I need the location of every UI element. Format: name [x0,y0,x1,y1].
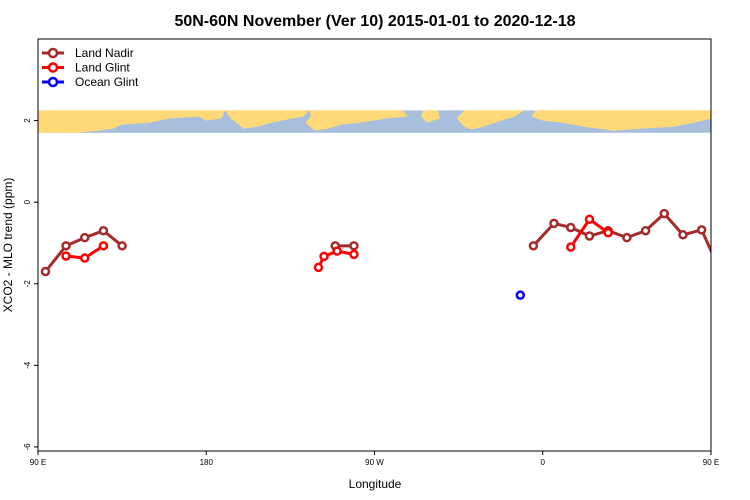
data-point [622,232,632,243]
legend-marker [47,76,59,88]
data-point [696,225,707,235]
x-tick-label: 0 [541,458,546,467]
map-land [456,110,525,130]
x-tick-label: 90 W [365,458,384,467]
map-land [730,110,750,132]
data-point [349,249,359,260]
legend-item: Land Nadir [42,46,134,60]
data-point [717,268,724,275]
y-tick-label: 0 [23,199,32,204]
data-point [349,241,359,251]
x-tick-label: 90 E [30,458,46,467]
map-land [224,110,310,129]
legend-marker [47,62,59,73]
data-point [566,242,576,252]
data-point [549,218,559,229]
x-tick-label: 180 [200,458,214,467]
x-tick-label: 90 E [703,458,719,467]
data-point [79,232,90,243]
y-tick-label: -2 [23,280,32,288]
data-point [117,241,127,251]
map-land [531,110,711,131]
map-land [421,110,440,123]
legend-label: Land Nadir [75,46,134,60]
legend-label: Ocean Glint [75,75,139,89]
data-point [603,228,613,238]
data-point [332,246,342,256]
series-line [532,211,711,255]
legend-label: Land Glint [75,61,130,75]
data-point [40,266,51,277]
data-point [736,242,743,249]
data-point [528,241,539,251]
plot-frame [37,38,712,452]
data-point [319,251,329,262]
y-tick-label: -4 [23,361,32,369]
data-point [584,231,595,241]
data-point [584,214,595,225]
legend-item: Land Glint [42,61,130,75]
series-land-glint [61,214,750,273]
y-tick-label: 2 [23,118,32,123]
x-axis: 90 E 180 90 W 0 90 E [30,451,719,467]
data-point [659,208,670,219]
y-axis: -6 -4 -2 0 2 [23,118,38,451]
legend-marker [47,47,59,59]
data-point [678,230,688,240]
data-point [79,253,90,263]
series-line [317,249,355,269]
data-point [566,222,576,233]
data-point [515,290,526,300]
series-line [739,246,750,258]
x-axis-label: Longitude [349,477,402,491]
series-land-nadir [40,208,743,277]
legend-item: Ocean Glint [42,75,139,89]
data-point [640,225,651,236]
data-point [61,241,71,251]
y-axis-label: XCO2 - MLO trend (ppm) [1,178,15,313]
data-point [313,262,324,273]
world-map-band [38,110,750,133]
data-point [736,253,743,260]
y-tick-label: -6 [23,443,32,451]
series-ocean-glint [515,290,526,300]
series-layer [40,208,750,300]
data-point [98,225,109,236]
data-point [98,241,109,251]
map-land [38,110,225,133]
data-point [61,251,71,261]
map-land [305,110,409,131]
chart-title: 50N-60N November (Ver 10) 2015-01-01 to … [174,13,575,30]
